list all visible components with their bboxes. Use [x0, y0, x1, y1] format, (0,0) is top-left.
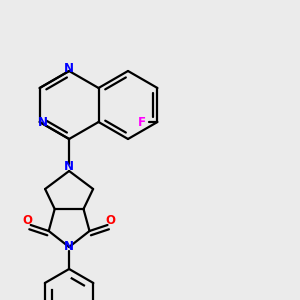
- Text: N: N: [64, 62, 74, 76]
- Text: F: F: [137, 116, 146, 128]
- Text: N: N: [64, 241, 74, 254]
- Text: O: O: [23, 214, 33, 227]
- Text: N: N: [64, 160, 74, 173]
- Text: O: O: [106, 214, 116, 227]
- Text: N: N: [38, 116, 48, 128]
